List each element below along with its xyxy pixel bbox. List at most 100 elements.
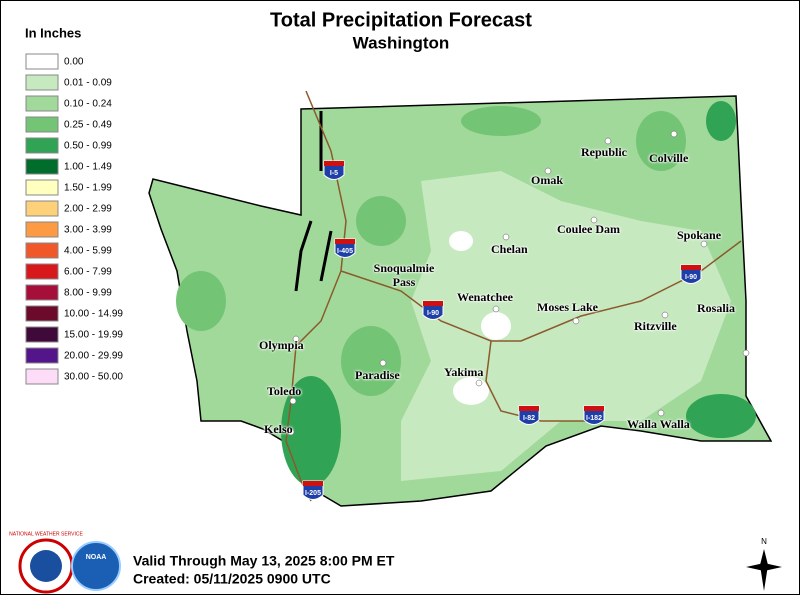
city-label: Moses Lake [537,300,598,314]
noaa-logo: NOAA [71,541,121,591]
legend-label: 0.01 - 0.09 [64,78,112,89]
legend-label: 20.00 - 29.99 [64,351,123,362]
legend-swatch [25,221,59,238]
legend-swatch [25,368,59,385]
legend-label: 15.00 - 19.99 [64,330,123,341]
city-label: Spokane [677,228,722,242]
legend-label: 3.00 - 3.99 [64,225,112,236]
legend-swatch [25,53,59,70]
legend-swatch [25,137,59,154]
legend-label: 30.00 - 50.00 [64,372,123,383]
shield-top [324,161,344,166]
shield-label: I-5 [330,170,338,177]
state [148,95,773,507]
shield-top [519,406,539,411]
legend-swatch [25,158,59,175]
valid-through: Valid Through May 13, 2025 8:00 PM ET [133,553,395,569]
shield-label: I-82 [523,415,535,422]
city-label: Kelso [264,422,293,436]
created: Created: 05/11/2025 0900 UTC [133,571,331,587]
legend-swatch [25,326,59,343]
legend-label: 4.00 - 5.99 [64,246,112,257]
legend-label: 0.10 - 0.24 [64,99,112,110]
city-dot [287,428,295,436]
legend-label: 1.00 - 1.49 [64,162,112,173]
legend-label: 0.50 - 0.99 [64,141,112,152]
interstate-shield: I-90 [680,264,702,284]
shield-top [584,406,604,411]
legend-swatch [25,74,59,91]
city-label: Chelan [491,242,528,256]
shield-label: I-182 [586,415,602,422]
legend-swatch [25,305,59,322]
legend-swatch [25,179,59,196]
noaa-text: NOAA [86,554,107,561]
legend: 0.00 0.01 - 0.09 0.10 - 0.24 0.25 - 0.49 0.5… [25,53,123,385]
city-dot [657,409,665,417]
legend-label: 10.00 - 14.99 [64,309,123,320]
shield-label: I-90 [685,274,697,281]
legend-label: 8.00 - 9.99 [64,288,112,299]
city-dot [379,359,387,367]
city-dot [670,130,678,138]
compass: N [746,537,782,591]
legend-label: 1.50 - 1.99 [64,183,112,194]
title: Total Precipitation Forecast [270,9,532,31]
shield-label: I-90 [427,310,439,317]
city-dot [544,167,552,175]
legend-swatch [25,263,59,280]
legend-swatch [25,116,59,133]
city-dot [661,311,669,319]
city-label: Walla Walla [627,417,690,431]
city-label: Wenatchee [457,290,513,304]
city-label: Toledo [267,384,302,398]
nws-logo: NATIONAL WEATHER SERVICE [9,531,84,594]
interstate-shield: I-90 [422,300,444,320]
city-label: Paradise [355,368,400,382]
legend-swatch [25,347,59,364]
nws-text: NATIONAL WEATHER SERVICE [9,531,83,537]
shield-label: I-205 [305,490,321,497]
shield-top [335,239,355,244]
interstate-shield: I-82 [518,405,540,425]
interstate-shield: I-5 [323,160,345,180]
shield-top [681,265,701,270]
legend-swatch [25,284,59,301]
interstate-shield: I-405 [334,238,356,258]
legend-label: 0.00 [64,57,84,68]
subtitle: Washington [353,33,450,52]
city-dot [289,397,297,405]
city-dot [292,335,300,343]
legend-label: 0.25 - 0.49 [64,120,112,131]
shield-label: I-405 [337,248,353,255]
city-dot [502,233,510,241]
legend-title: In Inches [25,25,81,40]
city-label: Coulee Dam [557,222,620,236]
interstate-shield: I-182 [583,405,605,425]
city-label: Olympia [259,338,304,352]
legend-swatch [25,242,59,259]
legend-swatch [25,95,59,112]
city-label: Yakima [444,365,484,379]
city-dot [572,317,580,325]
interstate-shield: I-205 [302,480,324,500]
city-label: Colville [649,151,689,165]
shield-top [423,301,443,306]
city-dot [742,349,750,357]
legend-label: 6.00 - 7.99 [64,267,112,278]
legend-label: 2.00 - 2.99 [64,204,112,215]
city-label: Ritzville [634,319,677,333]
city-label: Republic [581,145,628,159]
compass-label: N [761,537,767,546]
city-dot [590,216,598,224]
city-label: Omak [531,173,564,187]
legend-swatch [25,200,59,217]
city-label: Snoqualmie Pass [373,261,435,289]
shield-top [303,481,323,486]
city-dot [700,240,708,248]
city-label: Rosalia [697,301,736,315]
city-dot [475,379,483,387]
city-dot [604,137,612,145]
